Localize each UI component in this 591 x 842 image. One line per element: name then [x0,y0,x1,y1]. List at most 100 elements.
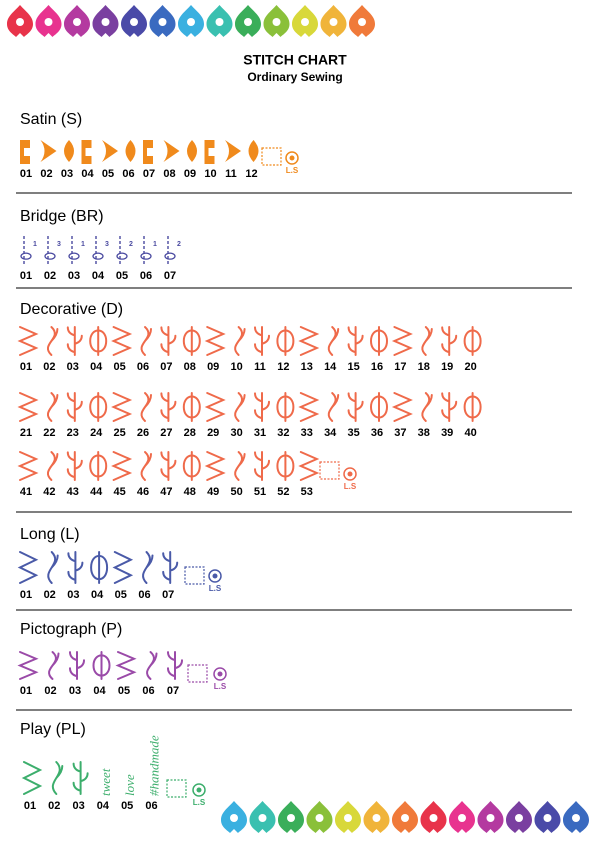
ornament-dot [458,814,466,822]
border-ornament [249,801,276,833]
stitch-number: 20 [464,361,476,373]
stitch-number: 32 [277,427,289,439]
stitch-number: 28 [184,427,196,439]
stitch-number: 09 [184,168,196,180]
stitch-number: 07 [164,270,176,282]
stitch-icon [347,392,364,422]
stitch-number: 06 [137,361,149,373]
ornament-dot [344,814,352,822]
stitch-icon [254,451,270,481]
ls-box [319,461,340,480]
stitch-number: 19 [441,361,453,373]
stitch-number: 01 [20,589,32,601]
stitch-number: 29 [207,427,219,439]
stitch-number: 23 [67,427,79,439]
stitch-number: 33 [301,427,313,439]
ls-label: L.S [209,584,222,593]
stitch-number: 01 [20,270,32,282]
section: Decorative (D) 01 02 03 04 05 06 07 08 09 10 11 12 13… [16,301,572,513]
stitch-number: 18 [418,361,430,373]
stitch-icon [276,451,295,481]
stitch-icon [327,326,340,356]
stitch-number: 06 [140,270,152,282]
stitch-number: 04 [91,589,104,601]
stitch-icon [89,451,108,481]
stitch-number: 03 [67,361,79,373]
stitch-icon [81,140,92,164]
stitch-number: 37 [394,427,406,439]
section-title: Play (PL) [20,721,86,738]
stitch-number: 01 [20,168,32,180]
stitch-number: 07 [143,168,155,180]
stitch-icon [140,326,152,356]
ornament-dot [215,18,224,26]
stitch-icon [111,392,133,422]
ls-dot [217,671,223,677]
stitch-icon [163,140,180,162]
stitch-number: 45 [113,486,125,498]
stitch-number: 02 [48,800,60,812]
border-ornament [335,801,361,833]
subtitle: Ordinary Sewing [247,70,342,84]
stitch-icon [40,140,57,162]
stitch-number: 02 [44,270,56,282]
stitch-icon [463,326,482,356]
glyph-text: #handmade [146,735,161,796]
stitch-number: 01 [20,685,32,697]
stitch-icon [276,392,295,422]
ornament-dot [244,18,252,26]
stitch-icon [111,451,133,481]
stitch-number: 53 [301,486,313,498]
stitch-icon [160,392,177,422]
stitch-number: 07 [167,685,179,697]
stitch-number: 03 [69,685,81,697]
stitch-number: 10 [204,168,216,180]
stitch-number: 03 [72,800,84,812]
border-ornament [320,5,347,37]
glyph-label: 1 [81,241,85,248]
stitch-number: 09 [207,361,219,373]
stitch-icon [347,326,364,356]
stitch-number: 06 [122,168,134,180]
stitch-number: 05 [121,800,133,812]
border-ornament [263,5,290,37]
section-title: Satin (S) [20,111,82,128]
ornament-dot [272,18,281,26]
ornament-dot [372,814,381,822]
stitch-icon [204,451,226,481]
stitch-number: 15 [347,361,359,373]
stitch-number: 17 [394,361,406,373]
ls-ring [192,783,206,797]
stitch-icon [234,326,246,356]
ornament-dot [44,18,53,26]
glyph-text: tweet [98,768,113,796]
stitch-icon [17,551,39,584]
stitch-number: 01 [20,361,32,373]
stitch-number: 04 [81,168,94,180]
glyph-label: 1 [33,241,37,248]
section: Long (L) 01 02 03 04 05 06 07 L.S [16,526,572,611]
stitch-icon [67,551,84,584]
ornament-dot [315,814,324,822]
stitch-number: 11 [225,168,237,180]
stitch-number: 12 [245,168,257,180]
stitch-icon [20,252,32,260]
stitch-icon [298,392,320,422]
ls-ring [343,467,357,481]
stitch-icon [112,551,134,584]
border-ornament [92,5,119,37]
ornament-dot [258,814,267,822]
stitch-number: 13 [301,361,313,373]
stitch-number: 30 [230,427,242,439]
ornament-dot [73,18,81,26]
stitch-icon [72,761,89,795]
stitch-icon [160,451,177,481]
stitch-number: 04 [90,361,103,373]
stitch-number: 04 [93,685,106,697]
section-title: Bridge (BR) [20,208,104,225]
stitch-number: 44 [90,486,103,498]
border-ornament [292,5,318,37]
stitch-icon [298,451,320,481]
stitch-icon [182,326,201,356]
